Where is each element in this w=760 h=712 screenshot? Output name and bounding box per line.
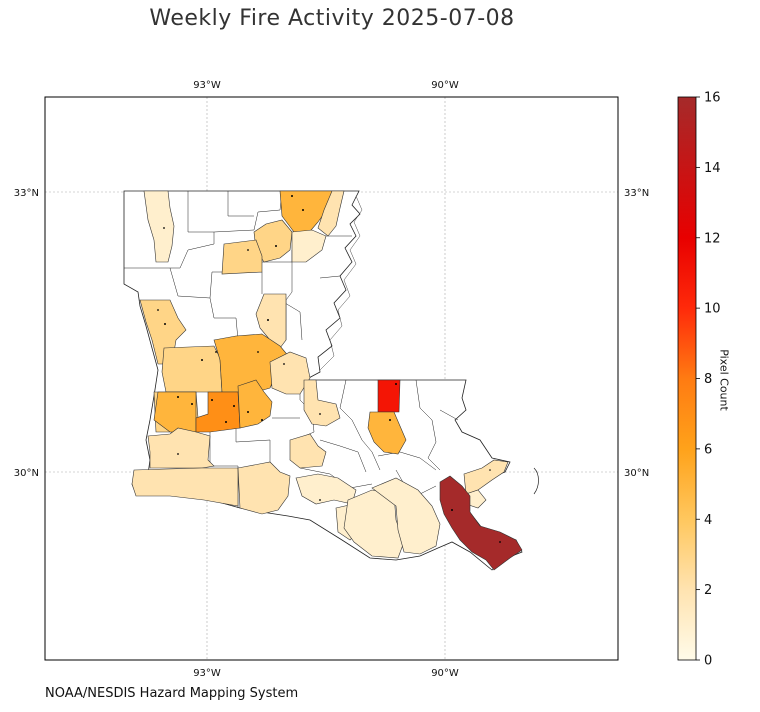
region-ouachita[interactable] [291, 229, 327, 263]
fire-detection-points [157, 195, 501, 543]
coastal-island [533, 467, 539, 495]
map-title: Weekly Fire Activity 2025-07-08 [149, 6, 515, 31]
region-lafayette[interactable] [289, 433, 327, 469]
colorbar-tick-label: 4 [704, 513, 712, 528]
region-lincoln[interactable] [221, 239, 263, 275]
lon-label-top-90: 90°W [431, 80, 459, 91]
region-cameron[interactable] [131, 467, 239, 507]
colorbar-label: Pixel Count [717, 349, 731, 411]
region-bossier[interactable] [143, 190, 175, 263]
colorbar [677, 96, 697, 661]
region-plaquemines[interactable] [439, 475, 523, 571]
region-st-landry-s[interactable] [303, 379, 341, 427]
region-lafourche[interactable] [371, 477, 441, 555]
region-tangipahoa[interactable] [367, 411, 407, 455]
lat-label-right-33: 33°N [624, 188, 649, 199]
region-evangeline[interactable] [237, 379, 273, 429]
lat-label-right-30: 30°N [624, 468, 649, 479]
region-vermilion[interactable] [237, 461, 291, 515]
river-line [319, 195, 363, 371]
colorbar-tick-label: 14 [704, 161, 721, 176]
region-calcasieu[interactable] [147, 427, 215, 469]
source-credit: NOAA/NESDIS Hazard Mapping System [45, 686, 299, 701]
colorbar-tick-label: 10 [704, 302, 721, 317]
lon-label-bottom-90: 90°W [431, 668, 459, 679]
lon-label-top-93: 93°W [193, 80, 221, 91]
lat-label-left-30: 30°N [14, 468, 39, 479]
lat-label-left-33: 33°N [14, 188, 39, 199]
region-tensas-area[interactable] [377, 379, 401, 413]
lon-label-bottom-93: 93°W [193, 668, 221, 679]
map-frame [44, 96, 619, 661]
colorbar-tick-label: 2 [704, 583, 712, 598]
colorbar-tick-label: 6 [704, 442, 712, 457]
colorbar-tick-label: 16 [704, 91, 721, 106]
colorbar-tick-label: 12 [704, 231, 721, 246]
region-natchitoches[interactable] [161, 345, 223, 393]
region-morehouse[interactable] [317, 190, 345, 237]
colorbar-tick-label: 0 [704, 654, 712, 669]
colorbar-tick-label: 8 [704, 372, 712, 387]
